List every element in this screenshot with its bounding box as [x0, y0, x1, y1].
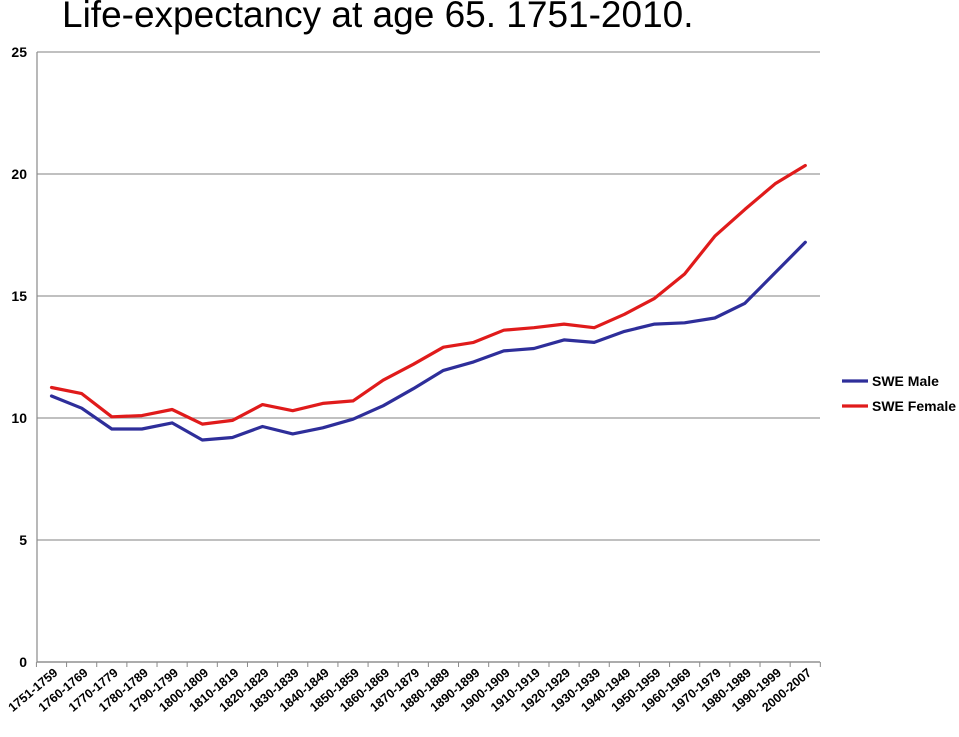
axes	[35, 52, 821, 667]
y-tick-label: 0	[19, 654, 27, 670]
legend-label-0: SWE Male	[872, 373, 939, 389]
series-lines	[49, 163, 807, 442]
y-tick-label: 25	[11, 44, 27, 60]
y-tick-labels: 0 5 10 15 20 25	[11, 44, 27, 670]
y-tick-label: 20	[11, 166, 27, 182]
series-line-1	[49, 163, 807, 426]
chart-title: Life-expectancy at age 65. 1751-2010.	[62, 0, 694, 35]
x-tick-labels: 1751-17591760-17691770-17791780-17891790…	[6, 666, 815, 715]
series-line-0	[49, 240, 807, 442]
y-tick-label: 5	[19, 532, 27, 548]
y-tick-label: 15	[11, 288, 27, 304]
y-tick-label: 10	[11, 410, 27, 426]
legend-label-1: SWE Female	[872, 398, 956, 414]
legend: SWE Male SWE Female	[842, 373, 956, 414]
